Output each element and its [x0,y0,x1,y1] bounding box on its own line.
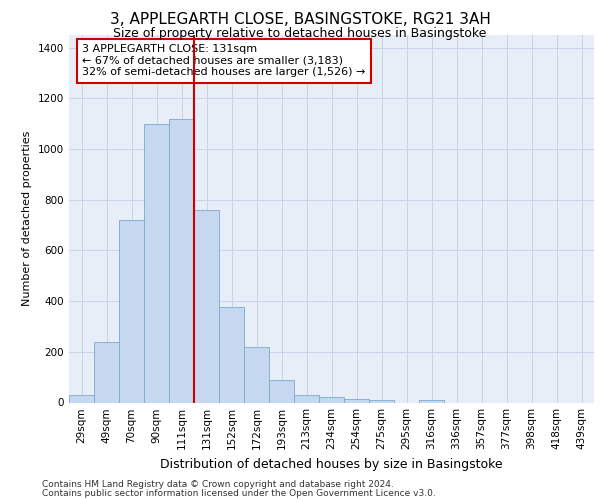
Bar [169,118,194,403]
Bar [194,210,219,402]
Text: Contains HM Land Registry data © Crown copyright and database right 2024.: Contains HM Land Registry data © Crown c… [42,480,394,489]
Text: Contains public sector information licensed under the Open Government Licence v3: Contains public sector information licen… [42,488,436,498]
Bar [219,308,244,402]
Text: Size of property relative to detached houses in Basingstoke: Size of property relative to detached ho… [113,28,487,40]
Bar [269,380,294,402]
Bar [94,342,119,402]
Bar [369,400,394,402]
Bar [244,346,269,403]
Bar [294,395,319,402]
Bar [144,124,169,402]
Bar [319,398,344,402]
Text: 3 APPLEGARTH CLOSE: 131sqm
← 67% of detached houses are smaller (3,183)
32% of s: 3 APPLEGARTH CLOSE: 131sqm ← 67% of deta… [82,44,365,78]
Bar [119,220,144,402]
Y-axis label: Number of detached properties: Number of detached properties [22,131,32,306]
Bar [419,400,444,402]
Bar [69,395,94,402]
Bar [344,398,369,402]
X-axis label: Distribution of detached houses by size in Basingstoke: Distribution of detached houses by size … [160,458,503,471]
Text: 3, APPLEGARTH CLOSE, BASINGSTOKE, RG21 3AH: 3, APPLEGARTH CLOSE, BASINGSTOKE, RG21 3… [110,12,490,28]
